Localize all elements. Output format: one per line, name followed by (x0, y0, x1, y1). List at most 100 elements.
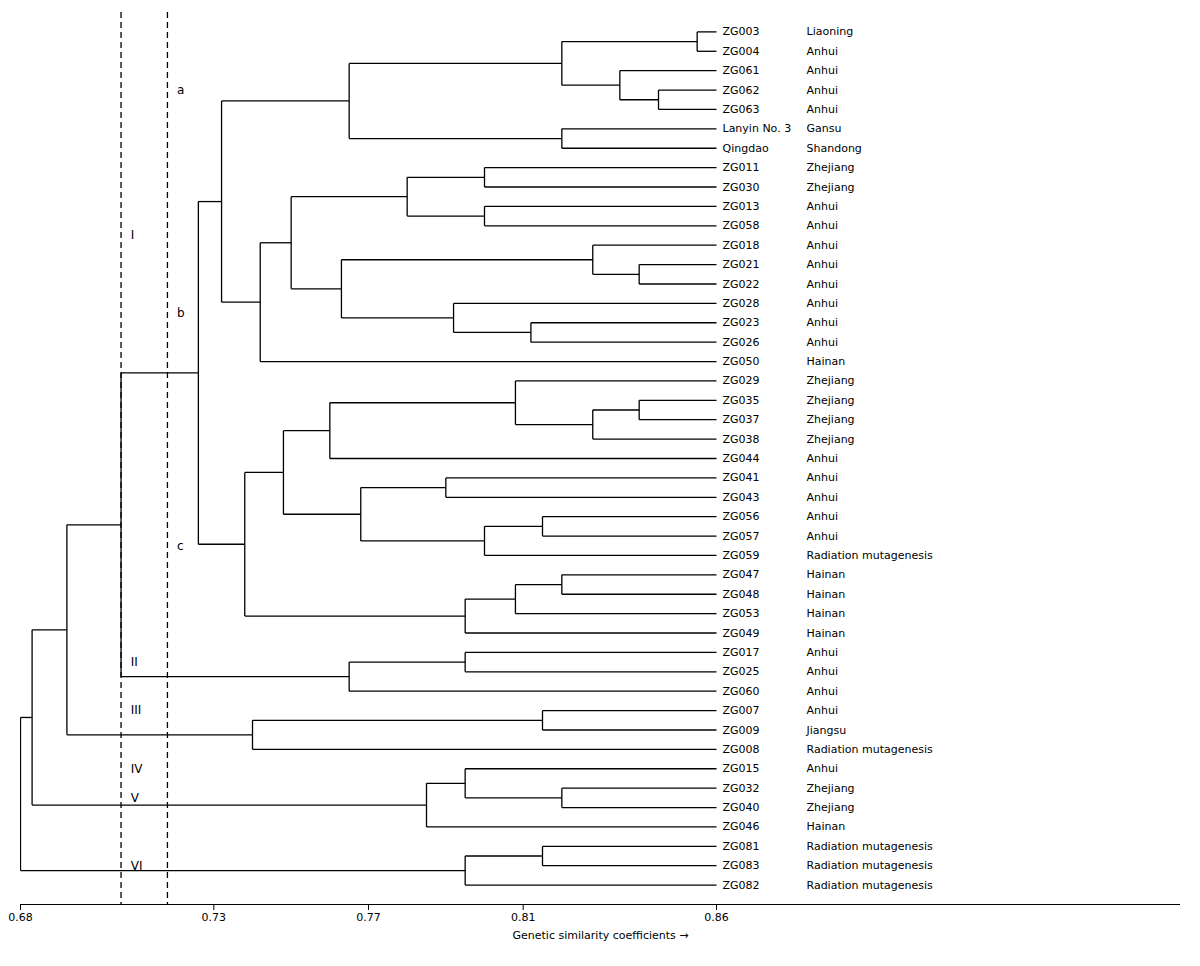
svg-text:IV: IV (131, 762, 144, 776)
svg-text:ZG028: ZG028 (723, 297, 760, 310)
svg-text:ZG083: ZG083 (723, 859, 760, 872)
svg-text:Lanyin No. 3: Lanyin No. 3 (723, 122, 792, 135)
svg-text:Anhui: Anhui (807, 297, 839, 310)
svg-text:ZG032: ZG032 (723, 782, 760, 795)
svg-text:Anhui: Anhui (807, 103, 839, 116)
svg-text:0.73: 0.73 (202, 911, 227, 924)
svg-text:Anhui: Anhui (807, 219, 839, 232)
svg-text:ZG023: ZG023 (723, 316, 760, 329)
svg-text:0.68: 0.68 (8, 911, 33, 924)
svg-text:ZG029: ZG029 (723, 374, 760, 387)
svg-text:ZG021: ZG021 (723, 258, 760, 271)
svg-text:Zhejiang: Zhejiang (807, 433, 855, 446)
svg-text:ZG022: ZG022 (723, 277, 760, 290)
svg-text:ZG025: ZG025 (723, 665, 760, 678)
svg-text:Anhui: Anhui (807, 762, 839, 775)
svg-text:ZG047: ZG047 (723, 568, 760, 581)
svg-text:Zhejiang: Zhejiang (807, 782, 855, 795)
svg-text:Hainan: Hainan (807, 627, 846, 640)
svg-text:Anhui: Anhui (807, 336, 839, 349)
svg-text:ZG044: ZG044 (723, 452, 760, 465)
svg-text:Anhui: Anhui (807, 45, 839, 58)
svg-text:Radiation mutagenesis: Radiation mutagenesis (807, 743, 934, 756)
svg-text:Anhui: Anhui (807, 510, 839, 523)
svg-text:V: V (131, 791, 140, 805)
svg-text:Jiangsu: Jiangsu (806, 723, 847, 736)
svg-text:ZG003: ZG003 (723, 25, 760, 38)
svg-text:Hainan: Hainan (807, 355, 846, 368)
svg-text:Anhui: Anhui (807, 452, 839, 465)
svg-text:ZG038: ZG038 (723, 433, 760, 446)
svg-text:Zhejiang: Zhejiang (807, 801, 855, 814)
svg-text:Anhui: Anhui (807, 491, 839, 504)
svg-text:ZG009: ZG009 (723, 723, 760, 736)
svg-text:Radiation mutagenesis: Radiation mutagenesis (807, 859, 934, 872)
svg-text:Qingdao: Qingdao (723, 142, 769, 155)
svg-text:ZG013: ZG013 (723, 200, 760, 213)
svg-text:ZG056: ZG056 (723, 510, 760, 523)
svg-text:Liaoning: Liaoning (807, 25, 854, 38)
svg-text:Hainan: Hainan (807, 588, 846, 601)
svg-text:Anhui: Anhui (807, 64, 839, 77)
svg-text:a: a (177, 83, 184, 97)
svg-text:Radiation mutagenesis: Radiation mutagenesis (807, 840, 934, 853)
svg-text:ZG030: ZG030 (723, 181, 760, 194)
svg-text:ZG043: ZG043 (723, 491, 760, 504)
svg-text:ZG018: ZG018 (723, 239, 760, 252)
svg-text:ZG063: ZG063 (723, 103, 760, 116)
svg-text:ZG049: ZG049 (723, 627, 760, 640)
svg-text:Genetic similarity coefficient: Genetic similarity coefficients → (513, 929, 689, 942)
svg-text:Anhui: Anhui (807, 685, 839, 698)
svg-text:ZG037: ZG037 (723, 413, 760, 426)
svg-text:Hainan: Hainan (807, 568, 846, 581)
svg-text:Hainan: Hainan (807, 607, 846, 620)
svg-text:Zhejiang: Zhejiang (807, 374, 855, 387)
svg-text:ZG082: ZG082 (723, 879, 760, 892)
svg-text:ZG059: ZG059 (723, 549, 760, 562)
svg-text:0.77: 0.77 (356, 911, 381, 924)
svg-text:Anhui: Anhui (807, 316, 839, 329)
svg-text:Anhui: Anhui (807, 277, 839, 290)
svg-text:Anhui: Anhui (807, 84, 839, 97)
svg-text:Radiation mutagenesis: Radiation mutagenesis (807, 879, 934, 892)
svg-text:ZG026: ZG026 (723, 336, 760, 349)
svg-text:ZG011: ZG011 (723, 161, 760, 174)
svg-text:Anhui: Anhui (807, 471, 839, 484)
svg-text:0.81: 0.81 (511, 911, 536, 924)
svg-text:ZG058: ZG058 (723, 219, 760, 232)
svg-text:ZG046: ZG046 (723, 820, 760, 833)
svg-text:Hainan: Hainan (807, 820, 846, 833)
svg-text:Anhui: Anhui (807, 646, 839, 659)
svg-text:II: II (131, 655, 138, 669)
svg-text:0.86: 0.86 (704, 911, 729, 924)
svg-text:ZG062: ZG062 (723, 84, 760, 97)
svg-text:III: III (131, 703, 142, 717)
svg-text:ZG081: ZG081 (723, 840, 760, 853)
svg-text:I: I (131, 228, 135, 242)
svg-text:Zhejiang: Zhejiang (807, 394, 855, 407)
svg-text:ZG004: ZG004 (723, 45, 760, 58)
svg-text:Anhui: Anhui (807, 200, 839, 213)
svg-text:ZG040: ZG040 (723, 801, 760, 814)
svg-text:ZG017: ZG017 (723, 646, 760, 659)
svg-text:ZG041: ZG041 (723, 471, 760, 484)
svg-text:ZG008: ZG008 (723, 743, 760, 756)
svg-text:Gansu: Gansu (807, 122, 842, 135)
svg-text:Anhui: Anhui (807, 258, 839, 271)
svg-text:Zhejiang: Zhejiang (807, 413, 855, 426)
svg-text:Zhejiang: Zhejiang (807, 161, 855, 174)
svg-text:ZG061: ZG061 (723, 64, 760, 77)
svg-text:VI: VI (131, 859, 143, 873)
svg-text:Radiation mutagenesis: Radiation mutagenesis (807, 549, 934, 562)
svg-text:Anhui: Anhui (807, 665, 839, 678)
svg-text:ZG050: ZG050 (723, 355, 760, 368)
svg-text:c: c (177, 539, 184, 553)
svg-text:Zhejiang: Zhejiang (807, 181, 855, 194)
svg-text:Anhui: Anhui (807, 704, 839, 717)
svg-text:ZG060: ZG060 (723, 685, 760, 698)
svg-text:Shandong: Shandong (807, 142, 862, 155)
svg-text:ZG057: ZG057 (723, 530, 760, 543)
svg-text:Anhui: Anhui (807, 239, 839, 252)
svg-text:ZG015: ZG015 (723, 762, 760, 775)
svg-text:ZG053: ZG053 (723, 607, 760, 620)
